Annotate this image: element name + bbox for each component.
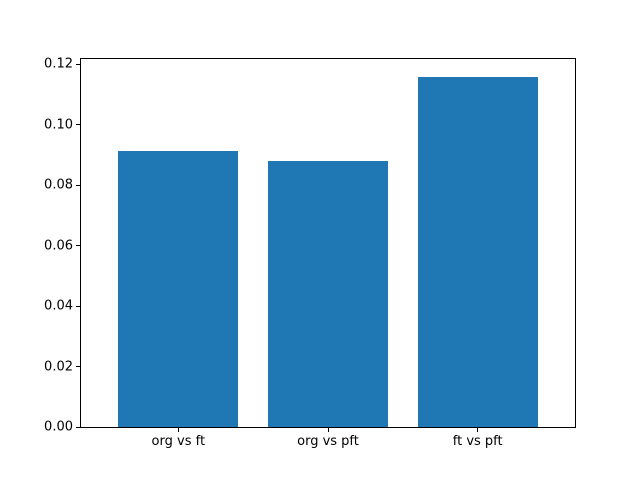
y-axis-tick-label: 0.08	[44, 177, 73, 193]
y-axis-tick-label: 0.00	[44, 419, 73, 435]
bar-ft-vs-pft	[417, 76, 538, 427]
y-axis-tick-mark	[76, 305, 80, 307]
y-axis-tick-mark	[76, 366, 80, 368]
x-axis-tick-label: org vs pft	[297, 434, 359, 449]
y-axis-tick-label: 0.04	[44, 298, 73, 314]
x-axis-tick-mark	[327, 428, 329, 432]
y-axis-tick-mark	[76, 124, 80, 126]
plot-area: 0.00 0.02 0.04 0.06 0.08 0.10 0.12 org vs ft org…	[44, 57, 576, 449]
y-axis-tick-mark	[76, 184, 80, 186]
y-axis-tick-label: 0.02	[44, 359, 73, 375]
y-axis-tick-label: 0.10	[44, 117, 73, 133]
y-axis-tick-mark	[76, 245, 80, 247]
y-axis-tick-label: 0.12	[44, 56, 73, 72]
x-axis-tick-label: org vs ft	[151, 434, 206, 449]
y-axis-tick-mark	[76, 63, 80, 65]
bar-org-vs-pft	[268, 161, 388, 427]
bar-org-vs-ft	[118, 150, 239, 427]
y-axis-tick-label: 0.06	[44, 238, 73, 254]
y-axis-tick-mark	[76, 426, 80, 428]
x-axis-tick-mark	[477, 428, 479, 432]
x-axis-tick-label: ft vs pft	[452, 434, 503, 449]
x-axis-tick-mark	[177, 428, 179, 432]
